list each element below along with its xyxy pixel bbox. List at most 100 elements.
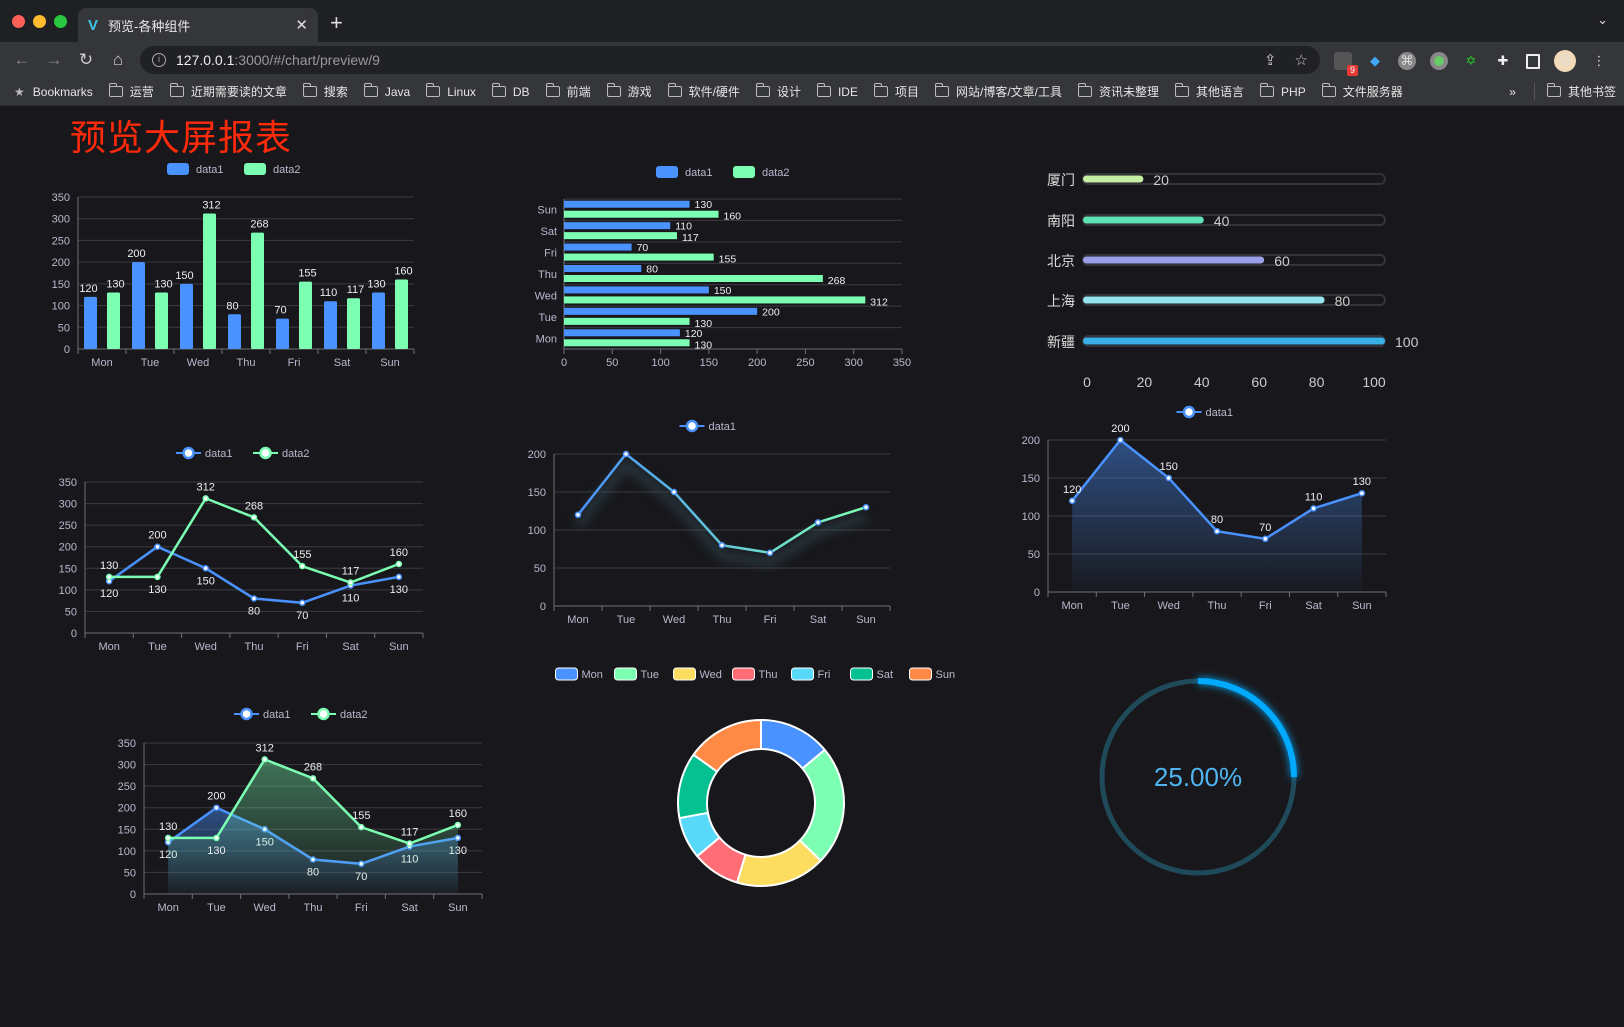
legend-item-Fri[interactable]: Fri	[791, 667, 831, 681]
maximize-window-button[interactable]	[54, 15, 67, 28]
bookmark-folder[interactable]: PHP	[1260, 83, 1306, 100]
share-icon[interactable]: ⇪	[1263, 52, 1277, 69]
url-path: :3000/#/chart/preview/9	[234, 52, 380, 68]
close-window-button[interactable]	[12, 15, 25, 28]
legend-item-data1[interactable]: data1	[234, 707, 291, 721]
reload-button[interactable]: ↻	[78, 50, 94, 69]
profile-avatar[interactable]: 😜	[1554, 50, 1576, 72]
vue-favicon-icon: V	[88, 16, 99, 34]
progress-value-label: 60	[1274, 253, 1290, 269]
bookmark-folder[interactable]: 其他语言	[1175, 83, 1244, 100]
forward-button[interactable]: →	[45, 50, 63, 69]
legend-item-Thu[interactable]: Thu	[732, 667, 778, 681]
legend-item-data1[interactable]: data1	[656, 166, 713, 179]
data-point	[347, 579, 354, 586]
legend-item-Sun[interactable]: Sun	[909, 667, 956, 681]
tab-title: 预览-各种组件	[108, 18, 191, 34]
data-label: 150	[714, 285, 732, 297]
y-tick-label: Wed	[535, 290, 557, 302]
site-info-icon[interactable]: i	[152, 53, 166, 67]
legend-item-Mon[interactable]: Mon	[555, 667, 603, 681]
x-tick-label: Tue	[148, 641, 167, 653]
data-label: 130	[100, 560, 118, 572]
side-panel-icon[interactable]	[1526, 53, 1540, 69]
data-label: 110	[320, 287, 338, 299]
legend-item-data2[interactable]: data2	[733, 166, 790, 179]
home-button[interactable]: ⌂	[112, 50, 124, 69]
legend-item-Sat[interactable]: Sat	[850, 667, 894, 681]
y-tick-label: Sun	[537, 205, 557, 217]
command-extension-icon[interactable]: ⌘	[1398, 52, 1416, 70]
bar-data2	[564, 296, 866, 304]
more-menu-icon[interactable]: ⋮	[1592, 53, 1606, 68]
new-tab-button[interactable]: +	[330, 10, 343, 35]
bookmark-folder[interactable]: Linux	[426, 83, 476, 100]
bookmark-folder[interactable]: 项目	[873, 83, 919, 100]
legend-item-data1[interactable]: data1	[176, 446, 233, 460]
url-host: 127.0.0.1	[176, 52, 235, 68]
legend-item-data2[interactable]: data2	[253, 446, 310, 460]
bar-data1	[564, 222, 671, 230]
more-bookmarks-button[interactable]: »	[1509, 84, 1516, 99]
close-tab-icon[interactable]: ✕	[295, 17, 308, 34]
progress-fill	[1083, 337, 1385, 345]
bookmark-folder[interactable]: 前端	[545, 83, 591, 100]
minimize-window-button[interactable]	[33, 15, 46, 28]
data-point	[309, 775, 317, 782]
bookmark-folder[interactable]: IDE	[816, 83, 858, 100]
puzzle-extensions-icon[interactable]: ✚	[1497, 53, 1509, 68]
data-point	[202, 495, 209, 502]
green-dot-extension-icon[interactable]	[1430, 52, 1448, 70]
legend-label: data1	[196, 164, 224, 176]
legend-item-Tue[interactable]: Tue	[614, 667, 660, 681]
legend-item-data1[interactable]: data1	[679, 419, 737, 433]
tab-search-chevron-icon[interactable]: ⌄	[1597, 12, 1608, 27]
bar-data2	[155, 292, 168, 349]
area2-chart: data1 data2 0 50 100 150 200 250 300 350 Mon Tue Wed…	[118, 707, 483, 914]
legend-circle-icon	[182, 446, 195, 460]
legend-label: Sun	[936, 669, 956, 681]
bookmark-folder[interactable]: 近期需要读的文章	[169, 83, 287, 100]
bar-data1	[564, 265, 642, 272]
address-bar[interactable]: i 127.0.0.1 :3000/#/chart/preview/9 ⇪ ☆	[140, 46, 1320, 74]
browser-tab[interactable]: V 预览-各种组件 ✕	[78, 8, 318, 42]
bookmark-label: 游戏	[627, 85, 652, 99]
x-tick-label: Mon	[98, 641, 119, 653]
bookmark-folder[interactable]: 搜索	[302, 83, 348, 100]
data-point	[395, 560, 403, 568]
x-tick-label: Wed	[1158, 600, 1180, 612]
data-point	[406, 840, 413, 847]
legend-item-data2[interactable]: data2	[244, 163, 301, 176]
bookmark-folder[interactable]: 文件服务器	[1321, 83, 1403, 100]
extension-grid-icon[interactable]: 9	[1334, 52, 1358, 76]
bookmark-star-icon[interactable]: ☆	[1294, 52, 1308, 69]
data-label: 268	[304, 761, 322, 773]
bookmark-label: 搜索	[323, 85, 348, 99]
y-tick-label: 150	[1022, 473, 1040, 485]
other-bookmarks-folder[interactable]: 其他书签	[1533, 83, 1616, 100]
bookmark-folder[interactable]: Java	[363, 83, 410, 100]
bar-data1	[180, 283, 193, 349]
bookmarks-apps[interactable]: ★ Bookmarks	[14, 85, 93, 99]
data-point	[213, 834, 220, 842]
bookmark-folder[interactable]: 设计	[755, 83, 801, 100]
bookmark-folder[interactable]: 网站/博客/文章/工具	[934, 83, 1062, 100]
legend-item-data1[interactable]: data1	[167, 163, 224, 176]
bookmark-folder[interactable]: DB	[491, 83, 530, 100]
legend-item-data2[interactable]: data2	[311, 707, 368, 721]
bar-data2	[564, 232, 677, 240]
x-tick-label: Fri	[288, 357, 301, 369]
legend-label: data1	[263, 709, 291, 721]
gem-extension-icon[interactable]: ◆	[1370, 53, 1380, 68]
star-extension-icon[interactable]: ✡	[1465, 53, 1477, 68]
legend-item-data1[interactable]: data1	[1176, 405, 1234, 419]
y-tick-label: Sat	[540, 226, 557, 238]
back-button[interactable]: ←	[13, 50, 31, 69]
bookmark-folder[interactable]: 软件/硬件	[667, 83, 740, 100]
folder-icon	[1078, 83, 1092, 97]
star-icon: ★	[14, 84, 25, 99]
bookmark-folder[interactable]: 资讯未整理	[1078, 83, 1159, 100]
bookmark-folder[interactable]: 游戏	[606, 83, 652, 100]
legend-item-Wed[interactable]: Wed	[673, 667, 722, 681]
bookmark-folder[interactable]: 运营	[108, 83, 154, 100]
